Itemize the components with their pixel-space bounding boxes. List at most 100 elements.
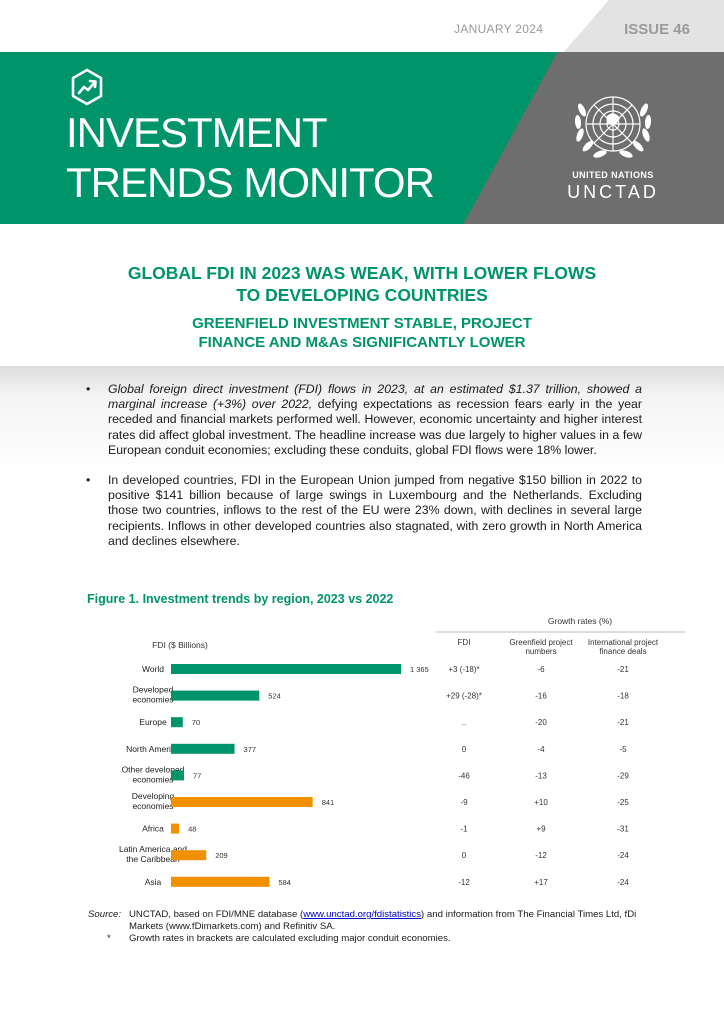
bar-developed	[171, 690, 260, 701]
growth-cell: +9	[536, 825, 546, 834]
column-header-3: International project	[588, 638, 659, 647]
category-label: Developed	[133, 685, 174, 695]
growth-cell: -16	[535, 692, 547, 701]
bar-developing	[171, 850, 207, 861]
growth-cell: -1	[460, 825, 468, 834]
category-label: Developing	[132, 791, 175, 801]
bar-developing	[171, 823, 180, 834]
bar-developed	[171, 770, 184, 781]
subhead-line2: FINANCE AND M&As SIGNIFICANTLY LOWER	[198, 334, 526, 351]
headline-line2: TO DEVELOPING COUNTRIES	[236, 285, 488, 305]
bar-developed	[171, 717, 183, 728]
subhead-line1: GREENFIELD INVESTMENT STABLE, PROJECT	[192, 315, 532, 332]
note-marker: *	[107, 933, 111, 944]
growth-cell: +3 (-18)*	[448, 665, 479, 674]
growth-cell: +29 (-28)*	[446, 692, 482, 701]
key-point-2-body: In developed countries, FDI in the Europ…	[108, 473, 642, 548]
growth-cell: -4	[537, 745, 545, 754]
growth-cell: -13	[535, 771, 547, 780]
bar-developed	[171, 664, 401, 674]
growth-cell: +17	[534, 878, 548, 887]
growth-cell: -31	[617, 825, 629, 834]
issue-number: ISSUE 46	[624, 21, 690, 38]
growth-cell: -12	[458, 878, 470, 887]
column-header-1: FDI	[458, 638, 471, 647]
figure-title: Figure 1. Investment trends by region, 2…	[87, 592, 394, 606]
growth-cell: -12	[535, 851, 547, 860]
growth-cell: ..	[462, 718, 466, 727]
column-header-3: finance deals	[599, 647, 646, 656]
bar-value-label: 524	[268, 692, 281, 701]
growth-cell: -21	[617, 718, 629, 727]
chart-canvas: FDI ($ Billions) Growth rates (%) FDI Green…	[119, 616, 685, 887]
note-text: Growth rates in brackets are calculated …	[129, 933, 451, 944]
publication-title-line2: TRENDS MONITOR	[66, 159, 435, 206]
category-label: economies	[132, 801, 173, 811]
key-point-1: • Global foreign direct investment (FDI)…	[86, 382, 642, 458]
category-label: World	[142, 664, 164, 674]
category-label: economies	[132, 774, 173, 784]
growth-cell: -46	[458, 771, 470, 780]
growth-cell: -24	[617, 851, 629, 860]
bar-value-label: 48	[188, 825, 196, 834]
source-part2: ) and information from The Financial Tim…	[129, 909, 637, 932]
growth-cell: -25	[617, 798, 629, 807]
bar-value-label: 584	[278, 878, 291, 887]
bullet-icon: •	[86, 382, 91, 396]
bar-value-label: 70	[192, 718, 200, 727]
growth-cell: +10	[534, 798, 548, 807]
key-point-2: • In developed countries, FDI in the Eur…	[86, 473, 642, 549]
fdi-statistics-link[interactable]: www.unctad.org/fdistatistics	[303, 909, 422, 920]
growth-cell: 0	[462, 851, 467, 860]
bar-value-label: 77	[193, 771, 201, 780]
category-label: Africa	[142, 824, 164, 834]
issue-date: JANUARY 2024	[454, 22, 544, 36]
bar-value-label: 209	[215, 851, 228, 860]
category-label: Latin America and	[119, 844, 187, 854]
category-label: Other developed	[122, 764, 185, 774]
un-emblem-icon	[574, 96, 652, 158]
growth-cell: -21	[617, 665, 629, 674]
category-label: the Caribbean	[126, 854, 180, 864]
main-headline: GLOBAL FDI IN 2023 WAS WEAK, WITH LOWER …	[40, 262, 684, 306]
category-label: Asia	[145, 877, 162, 887]
fdi-axis-title: FDI ($ Billions)	[152, 640, 208, 650]
content-background	[0, 366, 724, 1024]
key-point-1-body: defying expectations as recession fears …	[108, 397, 642, 457]
investment-trends-chart: FDI ($ Billions) Growth rates (%) FDI Green…	[80, 612, 690, 902]
growth-cell: -9	[460, 798, 468, 807]
growth-cell: -6	[537, 665, 545, 674]
growth-cell: -20	[535, 718, 547, 727]
source-label: Source:	[88, 909, 122, 920]
unctad-wordmark: UNCTAD	[567, 182, 659, 202]
category-label: Europe	[139, 717, 167, 727]
growth-cell: -18	[617, 692, 629, 701]
bar-developing	[171, 797, 313, 807]
growth-cell: -29	[617, 771, 629, 780]
publication-title-line1: INVESTMENT	[66, 109, 328, 156]
growth-cell: -5	[619, 745, 627, 754]
category-label: economies	[132, 695, 173, 705]
key-point-1-lead: Global foreign direct investment (FDI) f…	[108, 382, 642, 412]
top-bar: JANUARY 2024 ISSUE 46	[0, 0, 724, 52]
bar-value-label: 377	[244, 745, 257, 754]
category-label: North America	[126, 744, 180, 754]
column-header-2: Greenfield project	[509, 638, 573, 647]
bar-developed	[171, 743, 235, 754]
growth-cell: -24	[617, 878, 629, 887]
bar-value-label: 1 365	[410, 665, 429, 674]
bullet-icon: •	[86, 473, 91, 488]
headline-line1: GLOBAL FDI IN 2023 WAS WEAK, WITH LOWER …	[127, 263, 597, 283]
source-text: UNCTAD, based on FDI/MNE database (www.u…	[129, 909, 649, 933]
un-name: UNITED NATIONS	[572, 170, 654, 180]
column-header-2: numbers	[525, 647, 556, 656]
trend-up-icon	[71, 68, 103, 106]
source-part1: UNCTAD, based on FDI/MNE database (	[129, 909, 304, 920]
sub-headline: GREENFIELD INVESTMENT STABLE, PROJECT FI…	[40, 314, 684, 352]
key-points: • Global foreign direct investment (FDI)…	[86, 382, 642, 564]
growth-rates-header: Growth rates (%)	[548, 616, 612, 626]
growth-cell: 0	[462, 745, 467, 754]
bar-developing	[171, 876, 270, 887]
title-banner: INVESTMENT TRENDS MONITOR UNITED NATIO	[0, 52, 724, 224]
bar-value-label: 841	[322, 798, 335, 807]
